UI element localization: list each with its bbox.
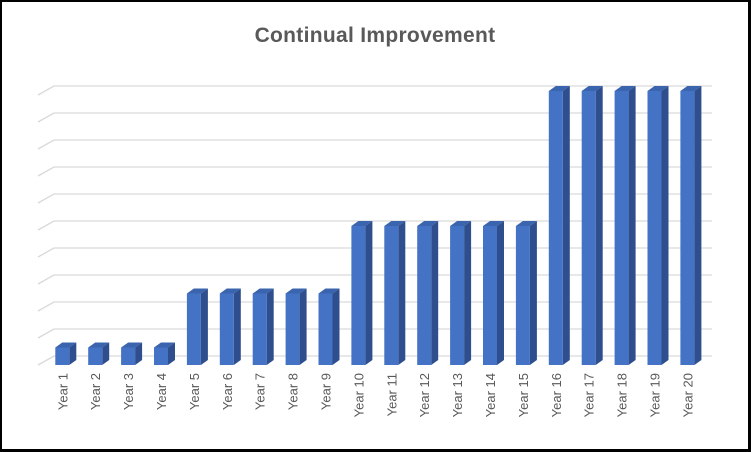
bar-year-11 (384, 221, 406, 365)
bar-year-14 (483, 221, 504, 365)
bar-front-face (384, 226, 399, 365)
gridline (37, 139, 712, 150)
bar-year-5 (186, 288, 208, 365)
bar-front-face (581, 91, 596, 365)
chart-title: Continual Improvement (254, 24, 496, 47)
bar-side-face (694, 86, 702, 365)
x-axis-label: Year 13 (450, 373, 465, 417)
bar-year-6 (219, 288, 241, 365)
gridline (37, 166, 712, 177)
bar-side-face (233, 288, 241, 365)
gridline (37, 301, 712, 312)
x-axis-label: Year 11 (384, 373, 399, 416)
bar-front-face (285, 293, 300, 365)
bar-side-face (431, 221, 439, 365)
x-axis-label: Year 3 (121, 373, 136, 410)
bar-side-face (168, 342, 175, 365)
bar-front-face (680, 91, 695, 365)
bar-year-3 (121, 342, 143, 365)
bar-side-face (464, 221, 472, 365)
bar-side-face (529, 221, 537, 365)
bar-side-face (661, 86, 669, 365)
bar-front-face (515, 226, 530, 365)
x-axis-label: Year 14 (483, 373, 498, 417)
bar-front-face (417, 226, 432, 365)
gridline (37, 220, 712, 231)
bar-year-12 (417, 221, 439, 365)
gridline (37, 112, 712, 123)
bar-year-9 (318, 288, 340, 365)
gridline (37, 247, 712, 258)
bar-year-17 (581, 86, 603, 365)
x-axis-label: Year 1 (55, 373, 70, 410)
bar-year-7 (252, 288, 274, 365)
x-axis-label: Year 16 (549, 373, 564, 417)
bar-front-face (88, 347, 103, 365)
x-axis-label: Year 9 (319, 373, 334, 410)
bar-front-face (318, 293, 333, 365)
bar-side-face (365, 221, 373, 365)
x-axis-label: Year 4 (154, 373, 169, 410)
bar-year-18 (614, 86, 636, 365)
x-axis-label: Year 2 (88, 373, 103, 410)
bar-front-face (121, 347, 136, 365)
gridline (37, 274, 712, 285)
bar-year-1 (55, 342, 77, 365)
bar-front-face (483, 226, 497, 365)
bar-front-face (186, 293, 201, 365)
bar-side-face (299, 288, 307, 365)
x-axis-label: Year 20 (680, 373, 695, 417)
bar-front-face (219, 293, 234, 365)
bar-side-face (497, 221, 504, 365)
gridline (37, 85, 712, 96)
bar-year-4 (154, 342, 175, 365)
x-axis-label: Year 5 (187, 373, 202, 410)
bar-front-face (55, 347, 70, 365)
bar-year-13 (450, 221, 472, 365)
bar-side-face (398, 221, 406, 365)
x-axis-label: Year 8 (286, 373, 301, 410)
bar-front-face (450, 226, 465, 365)
bar-side-face (332, 288, 340, 365)
bar-front-face (154, 347, 168, 365)
bar-year-20 (680, 86, 702, 365)
x-axis-label: Year 15 (516, 373, 531, 417)
bar-year-10 (351, 221, 373, 365)
gridline (37, 328, 712, 339)
bar-side-face (69, 342, 77, 365)
bar-side-face (266, 288, 274, 365)
x-axis-label: Year 17 (582, 373, 597, 417)
bar-side-face (200, 288, 208, 365)
bar-front-face (252, 293, 267, 365)
bar-side-face (628, 86, 636, 365)
bar-side-face (595, 86, 603, 365)
bar-front-face (614, 91, 629, 365)
bar-side-face (135, 342, 143, 365)
bar-front-face (647, 91, 662, 365)
bar-year-8 (285, 288, 307, 365)
bar-year-2 (88, 342, 110, 365)
bar-side-face (562, 86, 570, 365)
bar-year-16 (548, 86, 570, 365)
bar-front-face (351, 226, 366, 365)
x-axis-label: Year 10 (351, 373, 366, 417)
x-axis-label: Year 18 (615, 373, 630, 417)
x-axis-label: Year 6 (220, 373, 235, 410)
bar-front-face (548, 91, 563, 365)
x-axis-label: Year 19 (648, 373, 663, 417)
bar-year-19 (647, 86, 669, 365)
x-axis-label: Year 12 (417, 373, 432, 417)
gridline (37, 193, 712, 204)
bar-side-face (102, 342, 110, 365)
bar-year-15 (515, 221, 537, 365)
x-axis-label: Year 7 (253, 373, 268, 410)
